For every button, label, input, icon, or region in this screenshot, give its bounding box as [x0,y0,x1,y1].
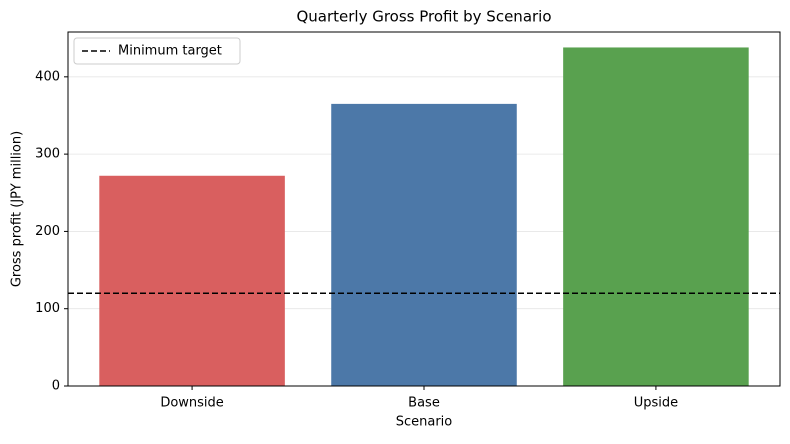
x-tick-label: Upside [634,396,678,411]
y-tick-label: 200 [35,224,60,239]
x-tick-label: Base [408,396,440,411]
y-tick-label: 300 [35,147,60,162]
bar [331,103,517,387]
y-tick-label: 100 [35,301,60,316]
bar [99,175,285,386]
x-axis-label: Scenario [396,415,453,430]
x-tick-label: Downside [160,396,223,411]
chart-title: Quarterly Gross Profit by Scenario [296,8,551,26]
legend-box [73,37,241,65]
y-tick-label: 400 [35,69,60,84]
bar [563,47,749,386]
y-tick-label: 0 [52,379,60,394]
legend-label: Minimum target [118,44,222,59]
y-axis-label: Gross profit (JPY million) [10,131,25,287]
plot-frame [67,31,781,387]
